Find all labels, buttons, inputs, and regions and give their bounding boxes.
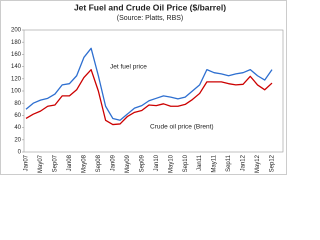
y-tick-label: 20 (14, 137, 21, 143)
x-tick-label: Sep10 (183, 154, 189, 172)
x-tick-label: Sep07 (53, 154, 59, 172)
x-tick-label: Sep11 (226, 154, 232, 172)
x-tick-label: Jan12 (241, 154, 247, 171)
x-tick-label: May11 (212, 154, 218, 172)
x-tick-label: Jan10 (154, 154, 160, 171)
chart-subtitle: (Source: Platts, RBS) (117, 15, 184, 22)
x-tick-label: May10 (168, 154, 174, 173)
x-tick-label: Sep09 (139, 154, 145, 172)
y-tick-label: 0 (18, 150, 22, 156)
x-tick-label: Sep12 (270, 154, 276, 172)
y-tick-label: 80 (14, 101, 21, 107)
x-tick-label: May12 (255, 154, 261, 173)
series-line (25, 69, 273, 126)
x-tick-label: May07 (38, 154, 44, 173)
series-annotation: Jet fuel price (110, 64, 147, 71)
series-annotation: Crude oil price (Brent) (150, 124, 214, 131)
y-tick-label: 200 (11, 28, 22, 34)
x-tick-label: Jan09 (110, 154, 116, 171)
chart: Jet Fuel and Crude Oil Price ($/barrel) … (0, 0, 287, 175)
y-tick-label: 60 (14, 113, 21, 119)
y-tick-label: 100 (11, 89, 22, 95)
y-tick-label: 160 (11, 52, 22, 58)
y-tick-label: 140 (11, 64, 22, 70)
chart-title: Jet Fuel and Crude Oil Price ($/barrel) (74, 2, 226, 12)
x-tick-label: May09 (125, 154, 131, 173)
series-line (25, 47, 273, 121)
x-tick-label: May08 (81, 154, 87, 173)
y-tick-label: 180 (11, 40, 22, 46)
x-tick-label: Jan11 (197, 154, 203, 171)
chart-frame (0, 0, 287, 175)
y-tick-label: 120 (11, 76, 22, 82)
x-tick-label: Jan08 (67, 154, 73, 171)
y-tick-label: 40 (14, 125, 21, 131)
x-tick-label: Jan07 (24, 154, 30, 171)
x-tick-label: Sep08 (96, 154, 102, 172)
